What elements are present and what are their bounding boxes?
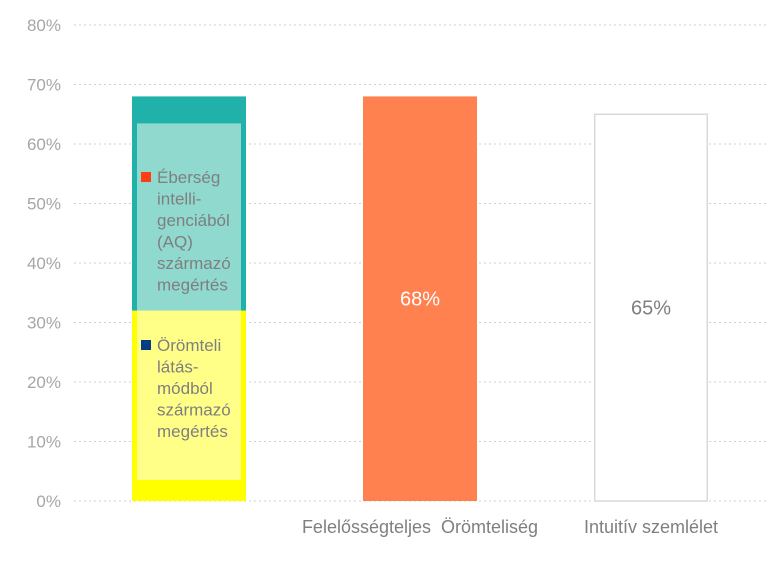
legend-marker <box>141 172 151 182</box>
legend-label: megértés <box>157 276 228 295</box>
bar <box>363 96 477 502</box>
y-tick-label: 50% <box>27 195 61 214</box>
y-tick-label: 70% <box>27 76 61 95</box>
bar <box>594 113 708 502</box>
legend-label: intelli- <box>157 190 201 209</box>
data-label: 68% <box>400 289 440 311</box>
legend-label: származó <box>157 254 231 273</box>
legend-label: megértés <box>157 422 228 441</box>
data-label: 65% <box>631 298 671 320</box>
y-axis-ticks: 0% 10% 20% 30% 40% 50% 60% 70% 80% <box>27 16 61 511</box>
legend-label: látás- <box>157 358 199 377</box>
legend-label: genciából <box>157 211 230 230</box>
y-tick-label: 30% <box>27 314 61 333</box>
y-tick-label: 20% <box>27 373 61 392</box>
bars: Éberség intelli-genciából (AQ) származó megé… <box>132 96 708 502</box>
y-tick-label: 10% <box>27 433 61 452</box>
y-tick-label: 40% <box>27 254 61 273</box>
legend-label: Éberség <box>157 168 220 187</box>
legend-label: (AQ) <box>157 233 193 252</box>
legend-panel-bottom <box>137 310 241 480</box>
x-category-label: Intuitív szemlélet <box>584 517 718 537</box>
x-axis-categories: Felelősségteljes Örömteliség Intuitív sze… <box>302 517 718 537</box>
legend-label: származó <box>157 401 231 420</box>
legend-marker <box>141 340 151 350</box>
x-category-label: Felelősségteljes Örömteliség <box>302 517 538 537</box>
legend-label: Örömteli <box>157 336 221 355</box>
y-tick-label: 60% <box>27 135 61 154</box>
y-tick-label: 0% <box>36 492 61 511</box>
legend-panel-top <box>137 123 241 311</box>
legend-label: módból <box>157 379 213 398</box>
y-tick-label: 80% <box>27 16 61 35</box>
